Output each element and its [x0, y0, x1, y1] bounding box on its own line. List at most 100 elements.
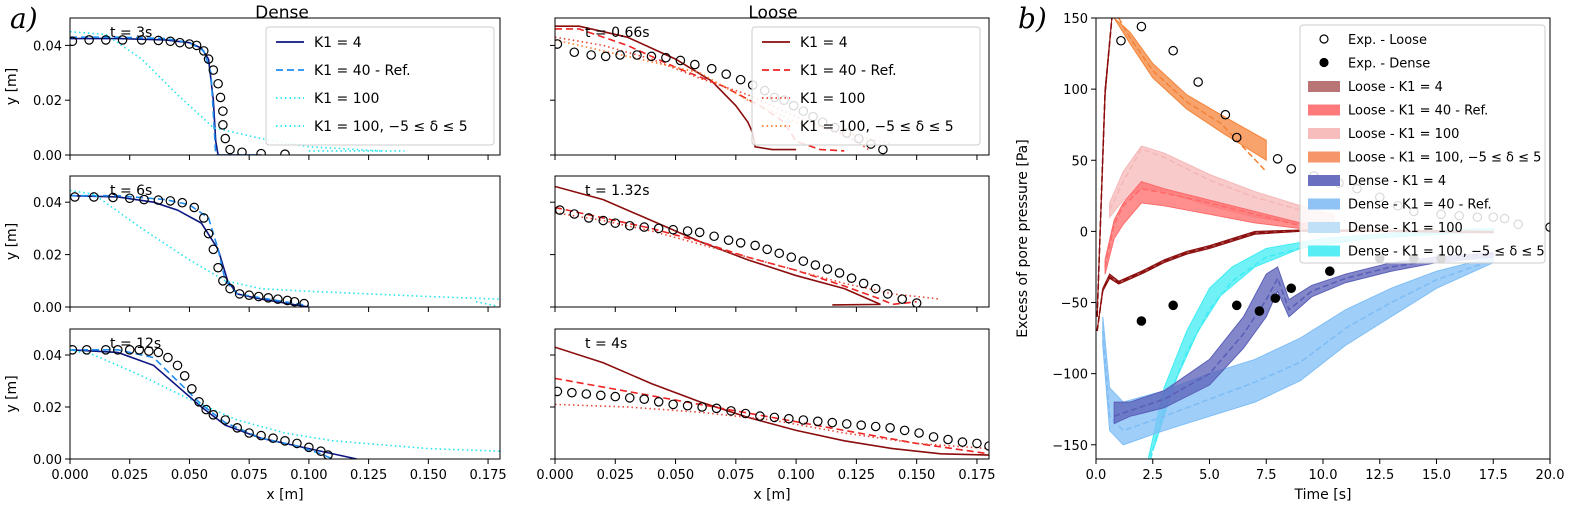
- marker-21: [834, 268, 845, 278]
- series-line-0: [70, 349, 357, 459]
- series-line-1: [555, 206, 917, 306]
- panel-loose_t066: t = 0.66s K1 = 4 K1 = 40 - Ref. K1 = 100 K1 …: [550, 17, 990, 160]
- marker-25: [882, 289, 893, 299]
- x-tick-label: 0.075: [231, 468, 268, 483]
- marker-23: [858, 278, 869, 289]
- marker-dense-0: [1136, 316, 1147, 326]
- legend-label: K1 = 100: [314, 91, 379, 107]
- legend-label: Loose - K1 = 100: [1348, 127, 1459, 142]
- marker-15: [234, 289, 245, 299]
- marker-14: [215, 92, 226, 103]
- x-tick-label: 0.175: [958, 468, 995, 483]
- y-tick-label: 0.00: [33, 301, 62, 316]
- marker-9: [198, 213, 209, 223]
- x-tick-label: 0.100: [290, 468, 327, 483]
- time-annotation: t = 12s: [110, 336, 161, 352]
- marker-4: [136, 35, 147, 45]
- marker-3: [598, 215, 609, 226]
- time-annotation: t = 3s: [110, 25, 152, 41]
- marker-loose-6: [1272, 154, 1283, 164]
- marker-5: [632, 50, 642, 60]
- x-axis-label: x [m]: [266, 487, 303, 503]
- marker-15: [762, 244, 772, 255]
- x-tick-label: 0.025: [111, 468, 148, 483]
- time-annotation: t = 1.32s: [585, 183, 650, 199]
- marker-9: [682, 400, 693, 411]
- marker-loose-1: [1136, 21, 1147, 32]
- marker-1: [84, 35, 94, 45]
- marker-4: [124, 344, 135, 355]
- marker-11: [711, 403, 722, 414]
- marker-3: [117, 35, 128, 45]
- marker-2: [101, 344, 111, 355]
- marker-4: [610, 218, 621, 228]
- legend-label: K1 = 100: [800, 91, 865, 107]
- marker-dense-6: [1325, 266, 1335, 277]
- marker-17: [798, 415, 809, 425]
- marker-6: [165, 36, 176, 47]
- marker-23: [316, 446, 326, 456]
- column-title-loose: Loose: [748, 3, 797, 23]
- marker-9: [690, 59, 700, 70]
- marker-20: [822, 264, 833, 274]
- marker-dense-1: [1168, 300, 1178, 311]
- marker-20: [282, 295, 293, 306]
- x-tick-label: 15.0: [1422, 468, 1451, 483]
- plot-area: [555, 346, 989, 456]
- marker-14: [750, 240, 760, 251]
- marker-5: [624, 220, 635, 231]
- marker-27: [943, 434, 953, 445]
- panel-label-b: b): [1018, 2, 1047, 35]
- marker-20: [256, 148, 266, 155]
- marker-10: [697, 402, 707, 412]
- marker-3: [600, 51, 611, 62]
- marker-7: [653, 396, 664, 407]
- series-line-0: [70, 37, 262, 155]
- marker-8: [668, 224, 678, 235]
- marker-22: [304, 442, 314, 453]
- y-axis-label: y [m]: [4, 223, 20, 260]
- panel-dense_t3: 0.00 0.02 0.04 y [m] t = 3s K1 = 4 K1 = 40 - R…: [4, 17, 501, 164]
- marker-19: [237, 147, 247, 155]
- marker-26: [928, 432, 939, 442]
- marker-29: [972, 438, 982, 449]
- marker-17: [244, 428, 254, 438]
- x-tick-label: 0.175: [469, 468, 506, 483]
- x-axis-label: Time [s]: [1294, 487, 1352, 503]
- marker-8: [675, 55, 686, 66]
- legend-swatch: [1308, 81, 1340, 92]
- time-annotation: t = 6s: [110, 183, 152, 199]
- series-line-2: [70, 349, 500, 452]
- marker-19: [810, 260, 821, 270]
- marker-14: [208, 409, 219, 420]
- marker-13: [740, 408, 751, 419]
- marker-21: [856, 420, 867, 430]
- y-axis-label: y [m]: [4, 375, 20, 412]
- marker-7: [177, 197, 188, 208]
- marker-22: [299, 298, 309, 307]
- marker-14: [225, 283, 235, 294]
- legend-swatch: [1308, 198, 1340, 210]
- marker-6: [165, 196, 176, 206]
- marker-24: [870, 283, 881, 294]
- legend-label: K1 = 100, −5 ≤ δ ≤ 5: [314, 119, 468, 135]
- marker-1: [89, 192, 99, 202]
- marker-3: [596, 390, 606, 401]
- marker-21: [292, 438, 302, 449]
- marker-10: [198, 46, 209, 56]
- marker-12: [213, 262, 223, 273]
- series-line-0: [555, 25, 797, 151]
- y-axis-label: Excess of pore pressure [Pa]: [1015, 139, 1031, 337]
- marker-1: [81, 344, 92, 355]
- legend-label: K1 = 40 - Ref.: [314, 63, 411, 79]
- series-line-1: [70, 348, 334, 459]
- panel-dense_t6: 0.00 0.02 0.04 y [m] t = 6s: [4, 175, 501, 316]
- marker-2: [101, 35, 111, 45]
- y-tick-label: 50: [1071, 154, 1088, 169]
- marker-loose-0: [1116, 35, 1126, 46]
- panel-pore_pressure: 0.0 2.5 5.0 7.5 10.0 12.5 15.0 17.5 20.0 −150 −100…: [1015, 12, 1564, 503]
- y-tick-label: 0.04: [33, 349, 62, 364]
- marker-8: [184, 39, 195, 49]
- marker-24: [323, 450, 333, 459]
